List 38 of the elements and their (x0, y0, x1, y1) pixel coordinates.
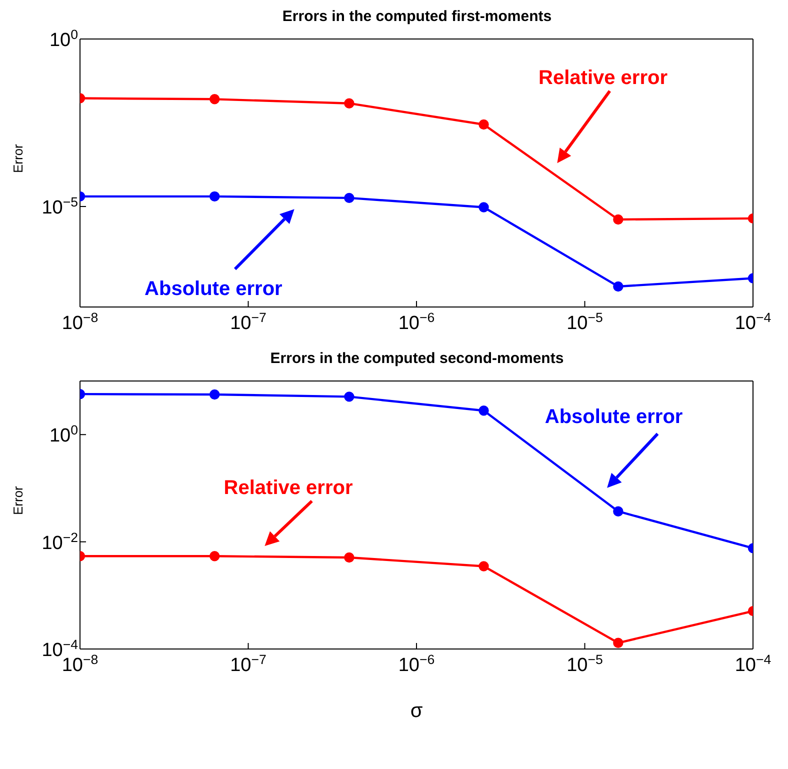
point (210, 551, 220, 562)
point (478, 119, 489, 130)
point (344, 552, 354, 563)
text: Absolute error (144, 278, 283, 300)
point (613, 506, 624, 516)
y-tick-label: 10$^{−2}$ (42, 529, 78, 554)
y-axis-title: Error (10, 485, 26, 515)
point (344, 392, 354, 402)
chart-title: Errors in the computed first-moments (281, 8, 553, 26)
point (210, 389, 220, 400)
chart-title: Errors in the computed second-moments (269, 350, 565, 368)
point (344, 192, 354, 204)
x-tick-label: 10$^{−7}$ (230, 310, 266, 334)
point (478, 202, 489, 212)
y-tick-label: 10$^{0}$ (49, 422, 78, 447)
x-tick-label: 10$^{−5}$ (566, 652, 603, 676)
point (210, 94, 220, 104)
x-tick-label: 10$^{−6}$ (398, 310, 435, 334)
x-tick-label: 10$^{−4}$ (734, 652, 772, 676)
point (613, 214, 624, 225)
point (613, 281, 624, 292)
point (478, 561, 489, 572)
series-label: Absolute error (544, 406, 683, 428)
y-tick-label: 10$^{0}$ (49, 26, 78, 51)
point (478, 406, 489, 416)
x-tick-label: 10$^{−6}$ (398, 652, 435, 676)
x-tick-label: 10$^{−4}$ (734, 310, 772, 334)
point (344, 98, 354, 108)
x-tick-label: 10$^{−7}$ (230, 652, 266, 676)
text: Relative error (538, 67, 668, 90)
point (210, 191, 220, 202)
x-tick-label: 10$^{−5}$ (566, 310, 603, 334)
point (613, 638, 624, 648)
x-axis-title: σ (410, 700, 424, 722)
x-tick-label: 10$^{−8}$ (62, 310, 98, 334)
y-tick-label: 10$^{−5}$ (42, 194, 78, 218)
text: Relative error (224, 477, 353, 500)
y-axis-title: Error (10, 143, 26, 173)
